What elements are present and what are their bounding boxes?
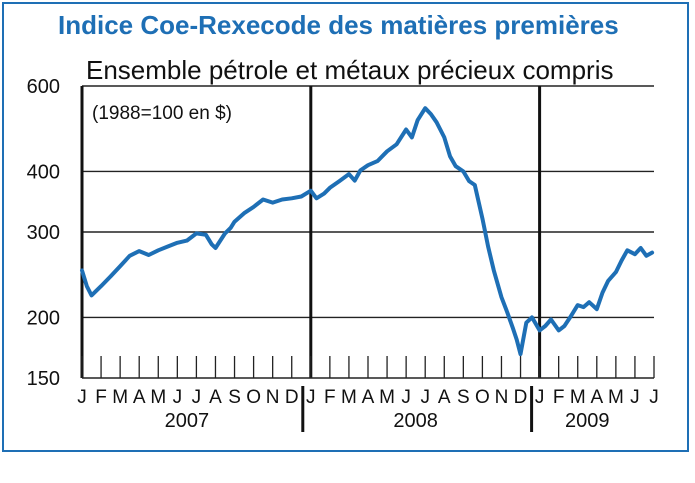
month-label: J [420,387,430,408]
chart-title: Indice Coe-Rexecode des matières premièr… [58,10,619,40]
y-tick-label: 600 [27,76,60,98]
month-label: J [649,387,659,408]
month-label: S [228,387,241,408]
month-label: F [95,387,107,408]
month-label: N [495,387,509,408]
month-label: J [173,387,183,408]
month-label: A [438,387,451,408]
month-label: J [306,387,316,408]
chart-frame [2,2,689,452]
month-label: A [590,387,603,408]
y-tick-label: 200 [27,307,60,329]
month-label: J [535,387,545,408]
month-label: M [112,387,128,408]
chart-subtitle: Ensemble pétrole et métaux précieux comp… [86,55,614,85]
series-lines [80,106,655,357]
y-axis: 150 200 300 400 600 [27,76,60,390]
grid-lines [80,85,654,378]
month-label: A [362,387,375,408]
month-label: M [608,387,624,408]
month-label: J [192,387,202,408]
month-label: M [150,387,166,408]
month-label: N [266,387,280,408]
y-tick-label: 150 [27,368,60,390]
month-label: M [570,387,586,408]
year-label: 2009 [565,410,610,432]
month-label: S [457,387,470,408]
year-label: 2007 [165,410,210,432]
month-label: F [553,387,565,408]
base-note: (1988=100 en $) [92,103,232,124]
y-tick-label: 300 [27,222,60,244]
month-label: D [285,387,299,408]
month-label: J [401,387,411,408]
month-label: M [379,387,395,408]
year-label: 2008 [393,410,438,432]
month-label: D [514,387,528,408]
month-label: J [630,387,640,408]
month-label: A [133,387,146,408]
month-label: O [246,387,261,408]
month-label: F [324,387,336,408]
year-labels: 2007 2008 2009 [165,386,610,432]
month-label: A [209,387,222,408]
series-line [80,106,655,357]
y-tick-label: 400 [27,161,60,183]
month-label: J [77,387,87,408]
month-label: O [475,387,490,408]
month-label: M [341,387,357,408]
